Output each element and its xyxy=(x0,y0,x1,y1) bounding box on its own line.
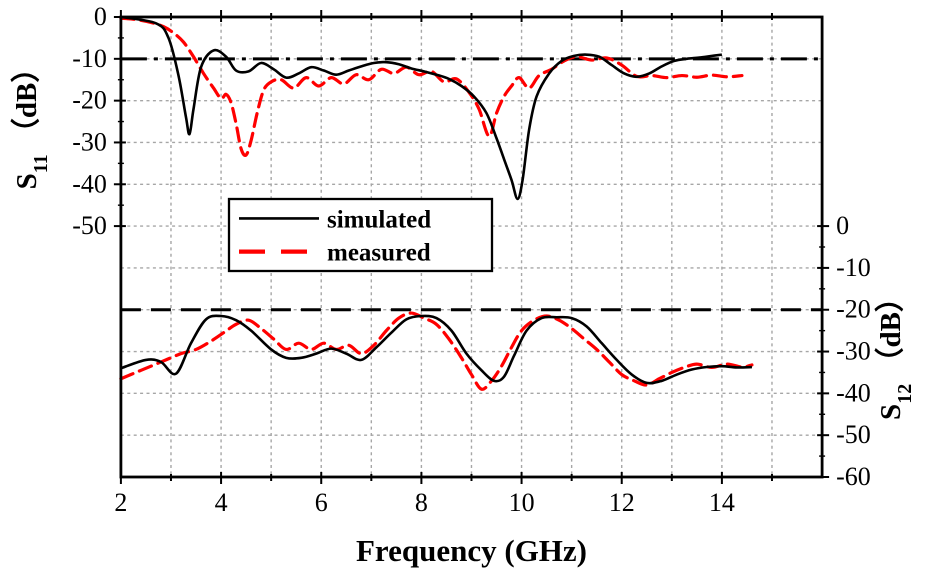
svg-text:measured: measured xyxy=(327,240,431,267)
svg-text:-40: -40 xyxy=(72,169,107,198)
svg-text:simulated: simulated xyxy=(327,206,431,233)
svg-text:4: 4 xyxy=(215,488,228,517)
svg-text:2: 2 xyxy=(114,488,127,517)
svg-text:0: 0 xyxy=(94,2,107,31)
svg-text:-40: -40 xyxy=(836,378,871,407)
svg-text:6: 6 xyxy=(315,488,328,517)
svg-text:-60: -60 xyxy=(836,462,871,491)
svg-text:0: 0 xyxy=(836,211,849,240)
svg-text:8: 8 xyxy=(415,488,428,517)
svg-text:-50: -50 xyxy=(836,420,871,449)
svg-text:-30: -30 xyxy=(72,128,107,157)
svg-text:-10: -10 xyxy=(72,44,107,73)
svg-text:-50: -50 xyxy=(72,211,107,240)
svg-text:14: 14 xyxy=(709,488,735,517)
svg-text:Frequency (GHz): Frequency (GHz) xyxy=(356,533,587,568)
svg-text:-20: -20 xyxy=(836,295,871,324)
svg-text:10: 10 xyxy=(509,488,535,517)
svg-text:-20: -20 xyxy=(72,86,107,115)
svg-text:-10: -10 xyxy=(836,253,871,282)
svg-text:-30: -30 xyxy=(836,337,871,366)
svg-text:12: 12 xyxy=(609,488,635,517)
